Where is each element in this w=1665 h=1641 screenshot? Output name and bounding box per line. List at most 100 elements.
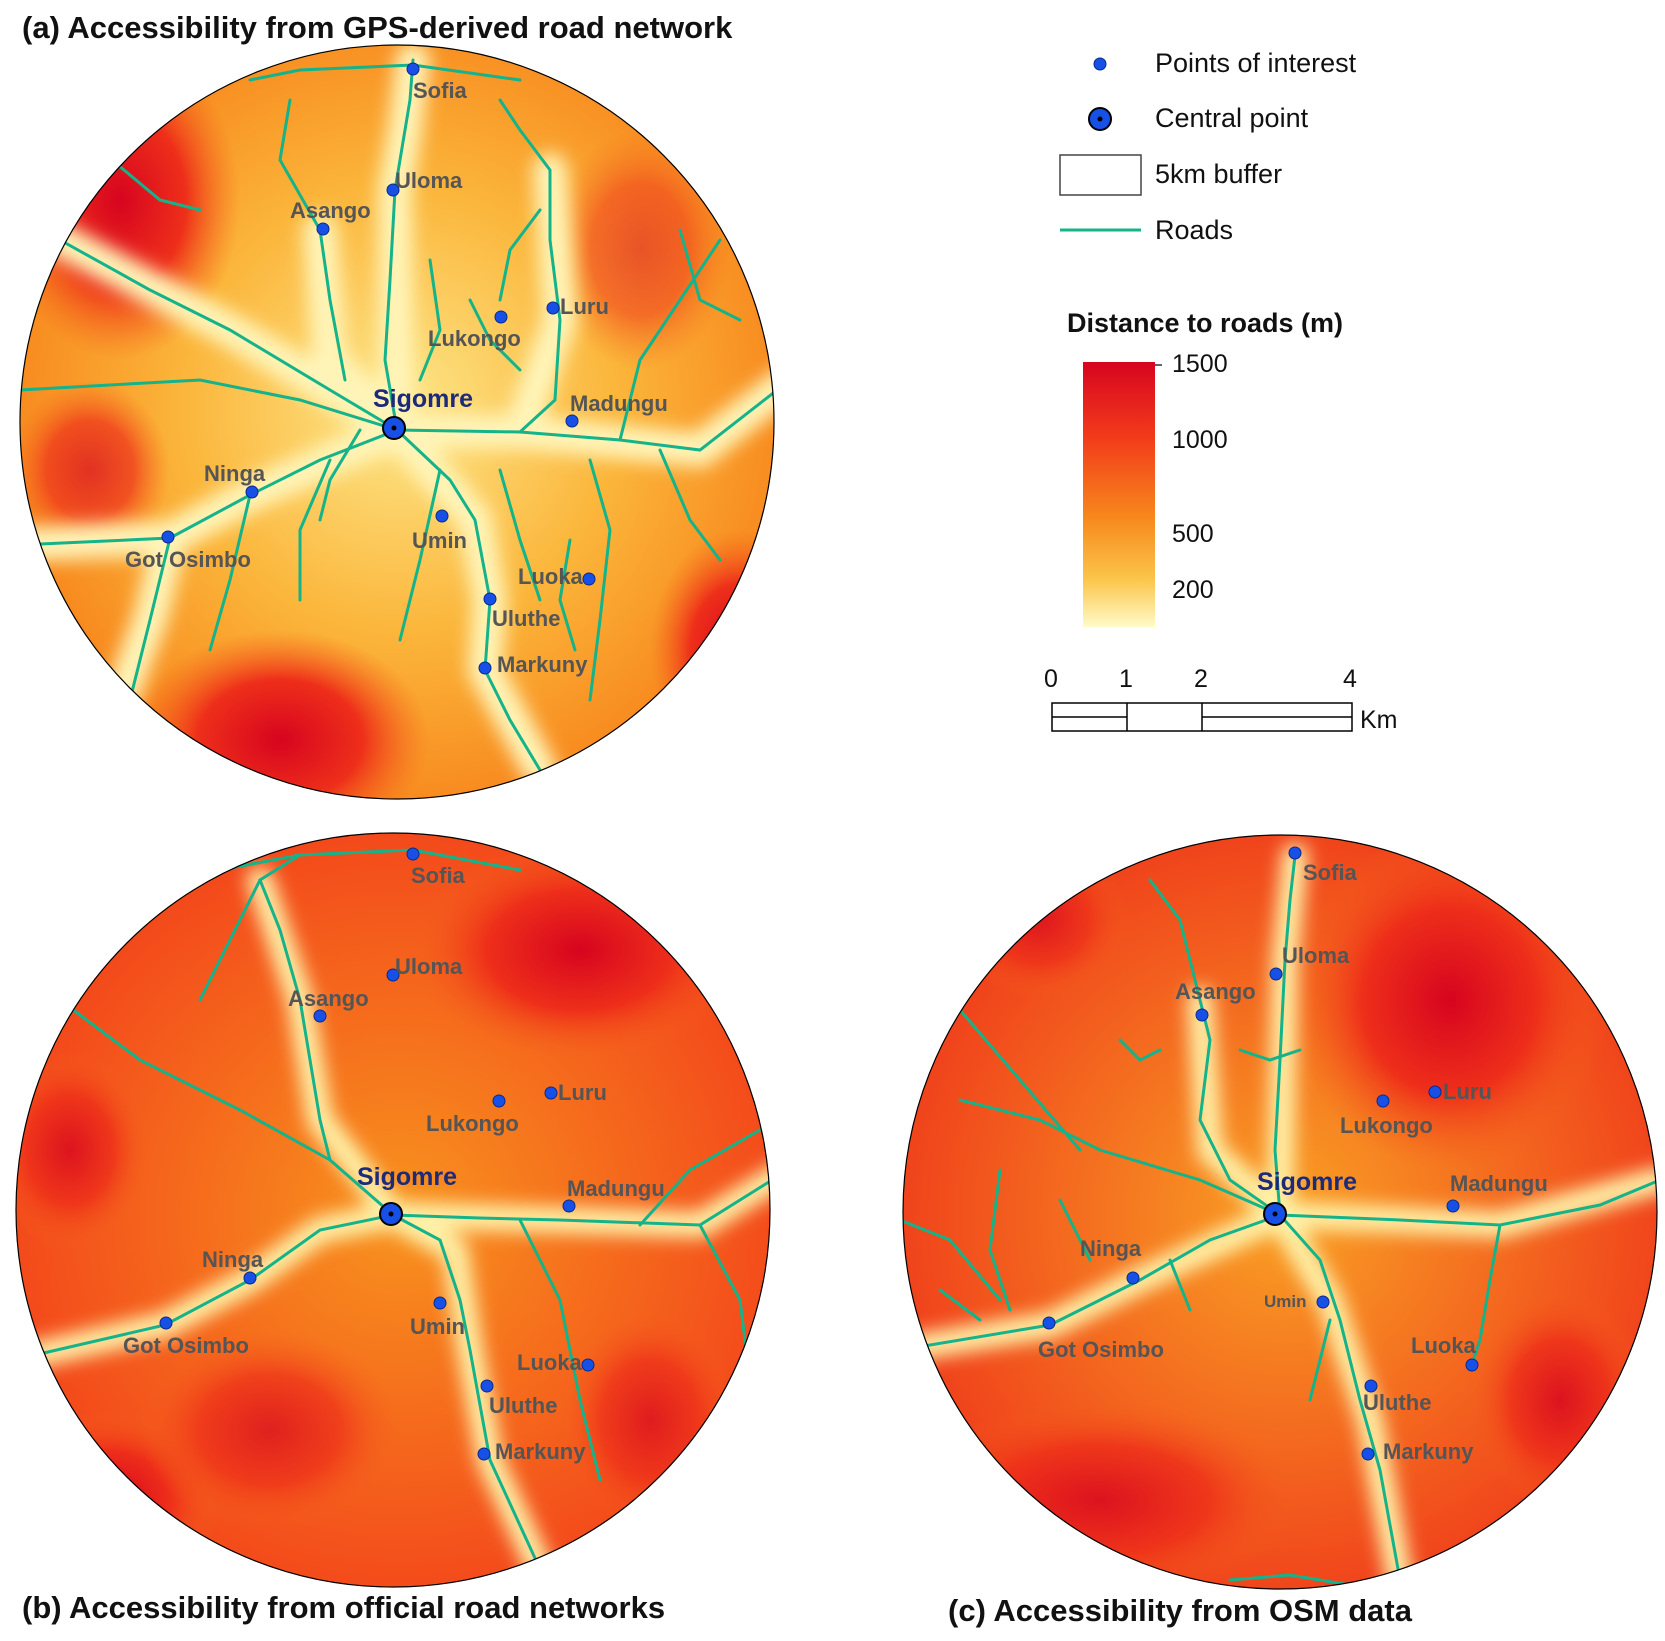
poi-luru-c xyxy=(1428,1085,1442,1099)
label-lukongo-a: Lukongo xyxy=(428,326,521,351)
poi-uloma-c xyxy=(1269,967,1283,981)
label-sigomre-c: Sigomre xyxy=(1257,1168,1357,1196)
poi-uloma-b xyxy=(386,968,400,982)
poi-lukongo-a xyxy=(494,310,508,324)
label-luru-b: Luru xyxy=(558,1080,607,1105)
legend-poi-label: Points of interest xyxy=(1155,48,1357,78)
panel-b-points xyxy=(159,847,595,1461)
panel-c-points xyxy=(1042,846,1479,1461)
panel-a-points xyxy=(161,62,596,675)
panel-b-roads xyxy=(33,848,770,1582)
colorbar-tick-1000: 1000 xyxy=(1172,426,1228,454)
poi-got-osimbo-c xyxy=(1042,1316,1056,1330)
label-sofia-c: Sofia xyxy=(1303,860,1358,885)
poi-madungu-b xyxy=(562,1199,576,1213)
label-asango-c: Asango xyxy=(1175,979,1256,1004)
poi-luoka-a xyxy=(582,572,596,586)
label-got-osimbo-b: Got Osimbo xyxy=(123,1333,249,1358)
label-luoka-b: Luoka xyxy=(517,1350,583,1375)
poi-uloma-a xyxy=(386,183,400,197)
poi-asango-c xyxy=(1195,1008,1209,1022)
label-madungu-a: Madungu xyxy=(570,391,668,416)
label-umin-a: Umin xyxy=(412,528,467,553)
poi-got-osimbo-a xyxy=(161,530,175,544)
legend-central-symbol xyxy=(1088,107,1112,131)
label-markuny-a: Markuny xyxy=(497,652,588,677)
label-luoka-c: Luoka xyxy=(1411,1333,1477,1358)
label-lukongo-b: Lukongo xyxy=(426,1111,519,1136)
label-luoka-a: Luoka xyxy=(518,564,584,589)
label-ninga-a: Ninga xyxy=(204,461,266,486)
poi-got-osimbo-b xyxy=(159,1316,173,1330)
poi-asango-b xyxy=(313,1009,327,1023)
poi-ninga-c xyxy=(1126,1271,1140,1285)
colorbar-tick-1500: 1500 xyxy=(1172,350,1228,378)
poi-uluthe-c xyxy=(1364,1379,1378,1393)
label-umin-c: Umin xyxy=(1264,1292,1307,1311)
panel-b-buffer-outline xyxy=(15,832,771,1588)
panel-a-title: (a) Accessibility from GPS-derived road … xyxy=(22,10,733,45)
scale-tick-0: 0 xyxy=(1044,665,1058,693)
panel-a-central-point xyxy=(382,416,406,440)
poi-markuny-c xyxy=(1361,1447,1375,1461)
label-lukongo-c: Lukongo xyxy=(1340,1113,1433,1138)
label-ninga-b: Ninga xyxy=(202,1247,264,1272)
panel-c-roads xyxy=(903,854,1657,1587)
poi-madungu-a xyxy=(565,414,579,428)
poi-umin-b xyxy=(433,1296,447,1310)
label-uluthe-a: Uluthe xyxy=(492,606,560,631)
label-madungu-b: Madungu xyxy=(567,1176,665,1201)
label-markuny-c: Markuny xyxy=(1383,1439,1474,1464)
panel-c-buffer-outline xyxy=(902,834,1658,1590)
poi-umin-c xyxy=(1316,1295,1330,1309)
poi-ninga-b xyxy=(243,1271,257,1285)
label-sigomre-a: Sigomre xyxy=(373,385,473,413)
scale-bar xyxy=(1051,702,1353,732)
poi-sofia-a xyxy=(406,62,420,76)
label-got-osimbo-a: Got Osimbo xyxy=(125,547,251,572)
label-asango-b: Asango xyxy=(288,986,369,1011)
poi-markuny-a xyxy=(478,661,492,675)
legend-poi-symbol xyxy=(1093,57,1107,71)
label-uluthe-b: Uluthe xyxy=(489,1393,557,1418)
colorbar-tick-500: 500 xyxy=(1172,520,1214,548)
label-sofia-a: Sofia xyxy=(413,78,468,103)
panel-c-central-point xyxy=(1263,1202,1287,1226)
scale-tick-1: 1 xyxy=(1119,665,1133,693)
label-markuny-b: Markuny xyxy=(495,1439,586,1464)
legend-buffer-label: 5km buffer xyxy=(1155,159,1283,189)
panel-a-map xyxy=(20,45,774,799)
panel-b-central-point xyxy=(379,1202,403,1226)
poi-umin-a xyxy=(435,509,449,523)
label-luru-c: Luru xyxy=(1443,1079,1492,1104)
label-ninga-c: Ninga xyxy=(1080,1236,1142,1261)
label-uluthe-c: Uluthe xyxy=(1363,1390,1431,1415)
panel-c-title: (c) Accessibility from OSM data xyxy=(948,1593,1412,1628)
scale-tick-2: 2 xyxy=(1194,665,1208,693)
poi-uluthe-a xyxy=(483,592,497,606)
label-got-osimbo-c: Got Osimbo xyxy=(1038,1337,1164,1362)
legend-roads-label: Roads xyxy=(1155,215,1234,245)
label-uloma-a: Uloma xyxy=(395,168,463,193)
colorbar-title: Distance to roads (m) xyxy=(1067,308,1344,338)
label-uloma-c: Uloma xyxy=(1282,943,1350,968)
label-asango-a: Asango xyxy=(290,198,371,223)
poi-luoka-b xyxy=(581,1358,595,1372)
colorbar xyxy=(1083,362,1155,627)
label-luru-a: Luru xyxy=(560,294,609,319)
legend-central-label: Central point xyxy=(1155,103,1309,133)
poi-luru-a xyxy=(546,301,560,315)
legend-buffer-symbol xyxy=(1059,154,1142,196)
poi-lukongo-b xyxy=(492,1094,506,1108)
poi-sofia-c xyxy=(1288,846,1302,860)
label-sigomre-b: Sigomre xyxy=(357,1163,457,1191)
label-uloma-b: Uloma xyxy=(395,954,463,979)
poi-lukongo-c xyxy=(1376,1094,1390,1108)
poi-markuny-b xyxy=(477,1447,491,1461)
poi-asango-a xyxy=(316,222,330,236)
colorbar-tick-200: 200 xyxy=(1172,576,1214,604)
poi-luoka-c xyxy=(1465,1358,1479,1372)
poi-luru-b xyxy=(544,1086,558,1100)
poi-uluthe-b xyxy=(480,1379,494,1393)
